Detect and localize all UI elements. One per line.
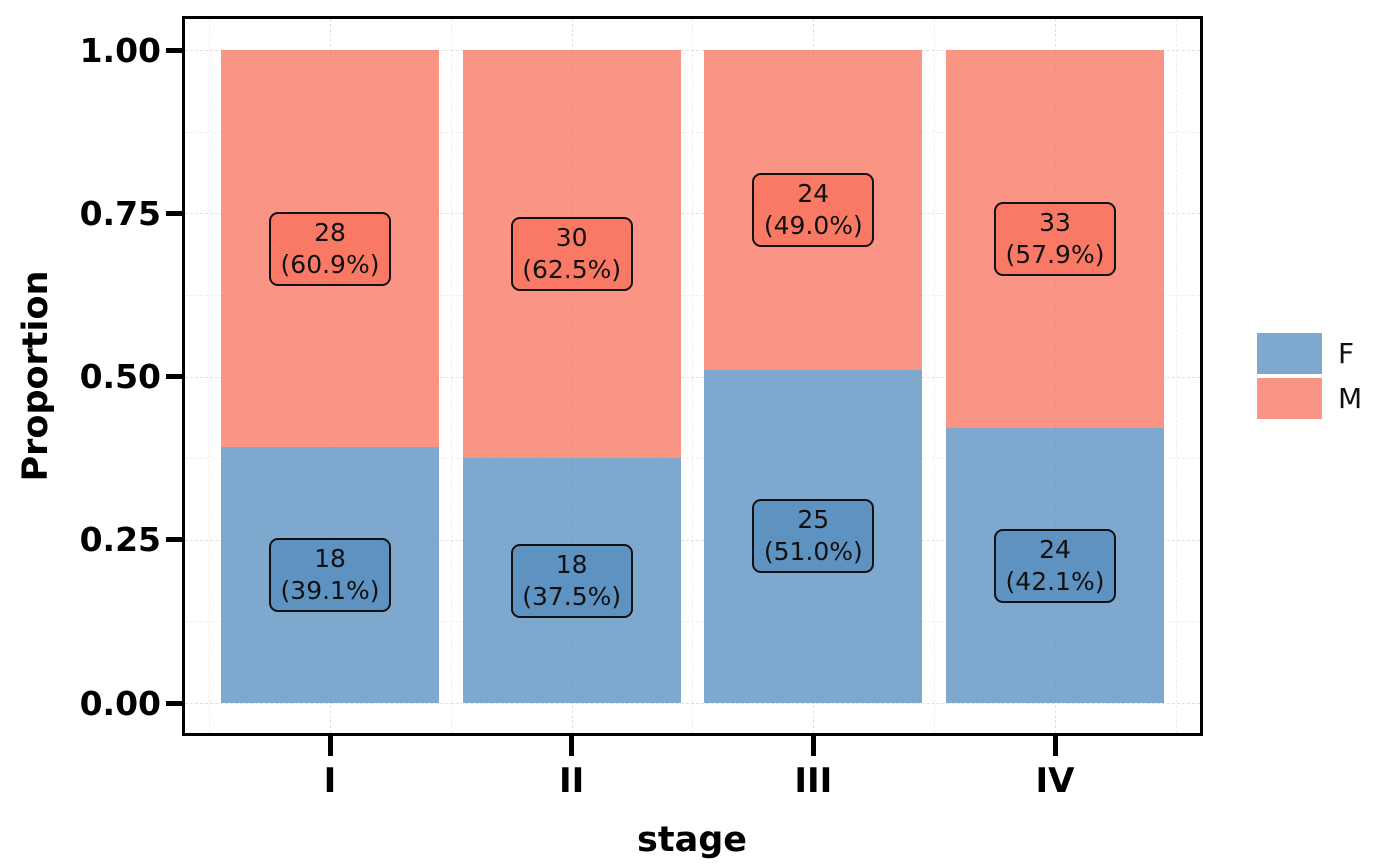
bar-label-F-II: 18 (37.5%) <box>510 543 633 618</box>
gridline-vertical-minor <box>1175 19 1177 733</box>
bar-label-count: 30 <box>555 223 588 253</box>
x-tick-mark <box>810 735 816 756</box>
gridline-horizontal-major <box>185 539 1200 541</box>
bar-label-M-I: 28 (60.9%) <box>269 211 391 286</box>
bar-label-count: 25 <box>797 505 830 535</box>
gridline-vertical-minor <box>692 19 694 733</box>
bar-label-M-II: 30 (62.5%) <box>510 217 633 292</box>
gridline-horizontal-major <box>185 376 1200 378</box>
x-axis-title: stage <box>637 820 747 860</box>
plot-panel: 18 (39.1%) 28 (60.9%) 18 (37.5%) 30 (62.5%) 25 (5… <box>185 19 1200 733</box>
x-tick-label: I <box>323 761 337 801</box>
bar-label-percent: (51.0%) <box>763 537 863 567</box>
bar-label-count: 18 <box>555 549 588 579</box>
gridline-horizontal-major <box>185 703 1200 704</box>
x-tick-label: IV <box>1035 761 1075 801</box>
y-tick-mark <box>166 210 184 216</box>
bar-label-percent: (57.9%) <box>1005 240 1105 270</box>
y-tick-mark <box>166 47 184 53</box>
legend-label-F: F <box>1338 337 1355 370</box>
x-tick-mark <box>327 735 333 756</box>
x-tick-label: II <box>559 761 585 801</box>
bar-label-M-III: 24 (49.0%) <box>752 172 875 247</box>
y-tick-label: 0.50 <box>79 357 161 396</box>
bar-label-percent: (42.1%) <box>1005 566 1105 596</box>
legend-label-M: M <box>1338 382 1363 415</box>
legend-key-F <box>1257 333 1322 374</box>
x-tick-label: III <box>794 761 833 801</box>
y-tick-label: 0.00 <box>79 683 161 723</box>
y-tick-mark <box>166 374 184 379</box>
bar-label-count: 18 <box>314 544 346 574</box>
y-tick-label: 0.75 <box>79 193 161 233</box>
bar-label-count: 24 <box>797 178 830 208</box>
legend-key-M <box>1257 378 1322 419</box>
gridline-vertical-minor <box>209 19 211 733</box>
bar-label-F-III: 25 (51.0%) <box>752 499 875 574</box>
bar-label-F-IV: 24 (42.1%) <box>994 528 1116 603</box>
y-tick-mark <box>166 700 184 706</box>
gridline-vertical-minor <box>450 19 452 733</box>
bar-label-count: 33 <box>1039 208 1071 238</box>
bar-label-count: 28 <box>314 217 346 247</box>
x-tick-mark <box>569 735 575 756</box>
y-tick-label: 1.00 <box>79 30 161 70</box>
bar-label-percent: (60.9%) <box>280 249 380 279</box>
x-tick-mark <box>1052 735 1058 756</box>
gridline-horizontal-major <box>185 50 1200 51</box>
bar-label-M-IV: 33 (57.9%) <box>994 202 1116 277</box>
y-tick-mark <box>166 537 184 543</box>
gridline-horizontal-major <box>185 213 1200 215</box>
bar-label-percent: (49.0%) <box>763 210 863 240</box>
bar-label-percent: (37.5%) <box>522 581 622 611</box>
y-tick-label: 0.25 <box>79 520 161 560</box>
bar-label-percent: (62.5%) <box>522 255 622 285</box>
gridline-vertical-minor <box>934 19 936 733</box>
bar-label-F-I: 18 (39.1%) <box>269 538 391 613</box>
y-axis-title: Proportion <box>16 270 56 482</box>
bar-label-percent: (39.1%) <box>280 576 380 606</box>
bar-label-count: 24 <box>1039 534 1071 564</box>
